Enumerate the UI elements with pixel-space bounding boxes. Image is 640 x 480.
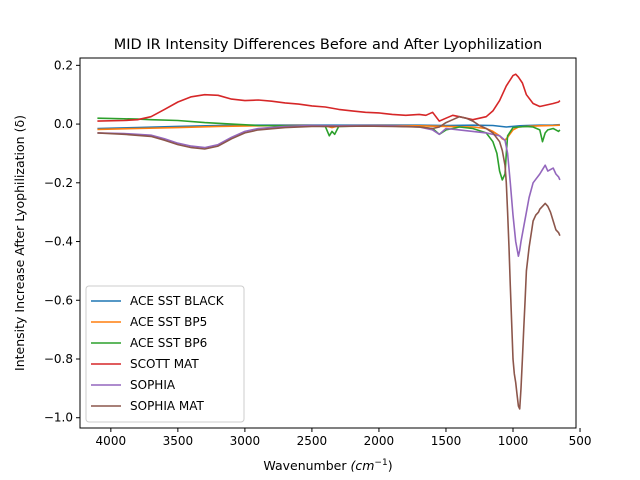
- legend-label-2: ACE SST BP6: [130, 336, 207, 350]
- x-axis-label-unit-sup: −1: [374, 458, 387, 468]
- legend-label-3: SCOTT MAT: [130, 357, 199, 371]
- series-layer: [97, 73, 561, 410]
- x-tick-label: 2500: [297, 434, 328, 448]
- y-axis-label: Intensity Increase After Lyophilization …: [12, 115, 27, 371]
- x-axis-ticks: 4000 3500 3000 2500 2000 1500 1000 500: [96, 428, 592, 448]
- plot-frame: [79, 57, 577, 429]
- legend-label-5: SOPHIA MAT: [130, 399, 205, 413]
- y-tick-label: −0.2: [44, 176, 73, 190]
- y-tick-label: 0.2: [54, 58, 73, 72]
- series-line-3: [97, 73, 561, 122]
- legend-box: [85, 285, 245, 423]
- y-tick-label: −0.6: [44, 293, 73, 307]
- x-tick-label: 1500: [431, 434, 462, 448]
- legend-label-4: SOPHIA: [130, 378, 176, 392]
- legend-label-1: ACE SST BP5: [130, 315, 207, 329]
- y-tick-label: −0.8: [44, 352, 73, 366]
- x-axis-label-unit: (cm: [350, 458, 374, 473]
- series-line-4: [97, 124, 561, 258]
- y-tick-label: −1.0: [44, 411, 73, 425]
- y-tick-label: 0.0: [54, 117, 73, 131]
- x-axis-label-text: Wavenumber: [263, 458, 347, 473]
- series-line-5: [97, 115, 561, 410]
- series-line-2: [97, 117, 561, 181]
- x-tick-label: 1000: [498, 434, 529, 448]
- chart-title: MID IR Intensity Differences Before and …: [114, 37, 542, 53]
- legend: ACE SST BLACK ACE SST BP5 ACE SST BP6 SCOTT…: [85, 285, 245, 423]
- x-tick-label: 4000: [96, 434, 127, 448]
- y-axis-ticks: 0.2 0.0 −0.2 −0.4 −0.6 −0.8 −1.0: [44, 58, 80, 425]
- legend-label-0: ACE SST BLACK: [130, 294, 225, 308]
- x-tick-label: 3000: [230, 434, 261, 448]
- y-tick-label: −0.4: [44, 235, 73, 249]
- series-line-0: [97, 123, 560, 130]
- x-tick-label: 3500: [163, 434, 194, 448]
- x-tick-label: 500: [569, 434, 592, 448]
- x-axis-label-unit-close: ): [388, 458, 393, 473]
- x-tick-label: 2000: [364, 434, 395, 448]
- x-axis-label: Wavenumber (cm−1): [263, 458, 392, 473]
